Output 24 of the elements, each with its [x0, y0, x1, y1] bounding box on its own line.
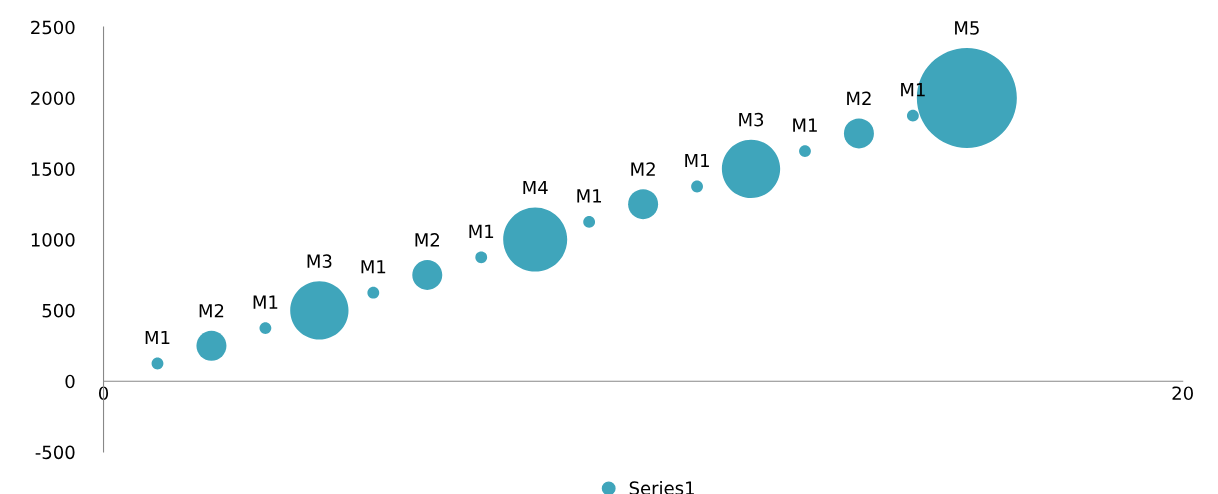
data-label: M4 — [523, 180, 548, 195]
data-label: M1 — [361, 260, 386, 274]
data-label: M1 — [685, 153, 709, 168]
y-tick-label: 1500 — [31, 162, 75, 176]
data-label: M3 — [739, 112, 764, 127]
data-label: M1 — [793, 118, 817, 132]
data-label: M3 — [307, 254, 332, 269]
y-tick-label: 0 — [65, 374, 75, 389]
data-label: M5 — [955, 21, 979, 35]
y-tick-label: -500 — [35, 445, 75, 460]
data-label: M2 — [199, 303, 224, 318]
data-label: M2 — [631, 162, 655, 176]
y-tick-label: 1000 — [31, 233, 75, 247]
data-label: M1 — [253, 295, 278, 309]
data-label: M2 — [415, 233, 439, 247]
data-label: M2 — [847, 91, 871, 105]
data-label: M1 — [469, 224, 494, 238]
data-label: M1 — [577, 189, 602, 203]
y-tick-label: 500 — [42, 303, 75, 318]
data-label: M1 — [145, 330, 170, 345]
x-tick-label: 20 — [1172, 386, 1193, 401]
y-tick-label: 2500 — [31, 20, 75, 35]
legend-label: Series1 — [629, 481, 694, 494]
y-tick-label: 2000 — [31, 91, 75, 106]
